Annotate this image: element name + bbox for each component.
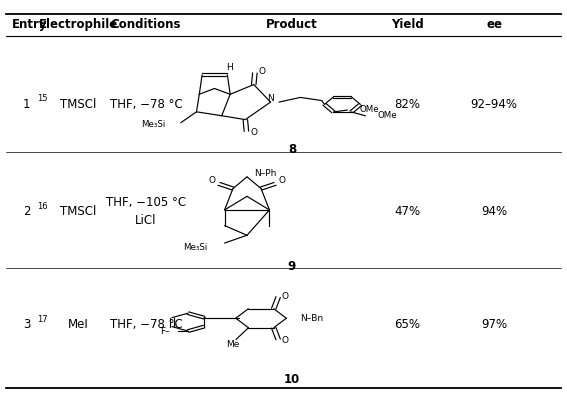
Text: Me₃Si: Me₃Si <box>184 243 208 252</box>
Text: 15: 15 <box>37 94 48 103</box>
Text: TMSCl: TMSCl <box>60 98 97 111</box>
Text: THF, −78 °C: THF, −78 °C <box>109 318 183 331</box>
Text: 9: 9 <box>288 260 296 273</box>
Text: 92–94%: 92–94% <box>471 98 518 111</box>
Text: 2: 2 <box>23 205 31 218</box>
Text: O: O <box>209 176 215 185</box>
Text: OMe: OMe <box>378 111 397 120</box>
Text: O: O <box>278 176 285 185</box>
Text: 65%: 65% <box>394 318 420 331</box>
Text: ee: ee <box>486 18 502 31</box>
Text: N–Ph: N–Ph <box>254 169 276 178</box>
Text: O: O <box>281 336 289 345</box>
Text: 47%: 47% <box>394 205 420 218</box>
Text: THF, −105 °C
LiCl: THF, −105 °C LiCl <box>106 196 186 227</box>
Text: H: H <box>226 63 232 72</box>
Text: OMe: OMe <box>360 105 379 114</box>
Text: O: O <box>281 292 289 301</box>
Text: 82%: 82% <box>394 98 420 111</box>
Text: O: O <box>250 128 257 137</box>
Text: 94%: 94% <box>481 205 507 218</box>
Text: Yield: Yield <box>391 18 424 31</box>
Text: 97%: 97% <box>481 318 507 331</box>
Text: Product: Product <box>266 18 318 31</box>
Text: Conditions: Conditions <box>111 18 181 31</box>
Text: Me₃Si: Me₃Si <box>141 120 165 129</box>
Text: MeI: MeI <box>68 318 89 331</box>
Text: Entry: Entry <box>12 18 48 31</box>
Text: F–: F– <box>160 327 170 336</box>
Text: Me: Me <box>227 340 240 350</box>
Text: 1: 1 <box>23 98 31 111</box>
Text: Electrophile: Electrophile <box>39 18 118 31</box>
Text: N: N <box>267 94 274 103</box>
Text: N–Bn: N–Bn <box>301 314 323 323</box>
Text: TMSCl: TMSCl <box>60 205 97 218</box>
Text: O: O <box>259 67 266 76</box>
Text: 3: 3 <box>23 318 31 331</box>
Text: 16: 16 <box>37 201 48 211</box>
Text: 17: 17 <box>37 314 48 324</box>
Text: 10: 10 <box>284 373 300 386</box>
Text: THF, −78 °C: THF, −78 °C <box>109 98 183 111</box>
Text: 8: 8 <box>288 143 296 156</box>
